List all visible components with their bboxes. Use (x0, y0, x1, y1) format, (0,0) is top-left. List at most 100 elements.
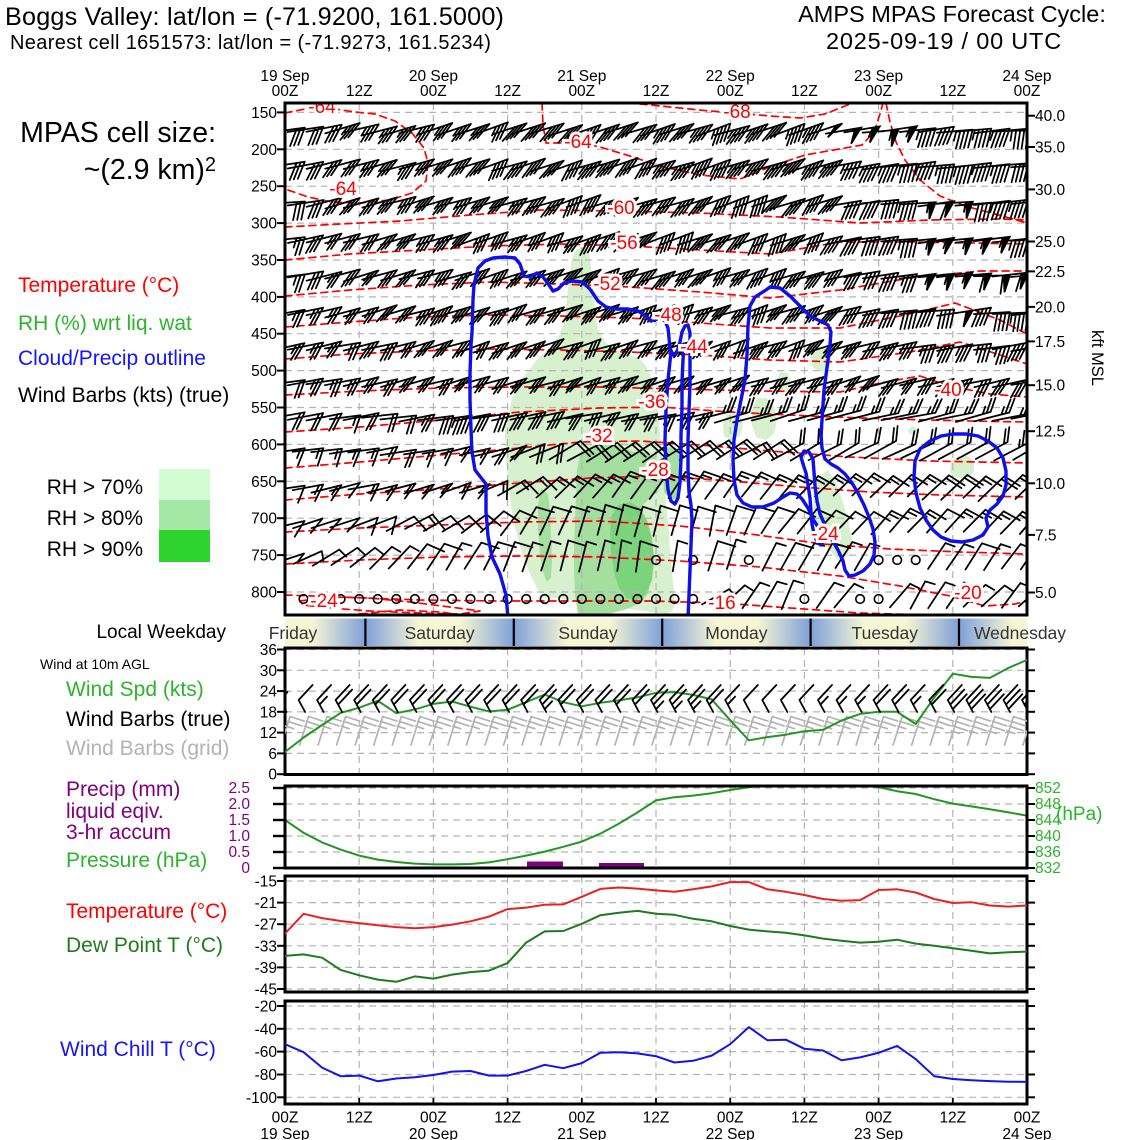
svg-text:30.0: 30.0 (1035, 182, 1066, 199)
svg-text:-40: -40 (255, 1021, 278, 1038)
svg-text:00Z: 00Z (717, 83, 744, 100)
svg-text:852: 852 (1035, 780, 1061, 797)
svg-text:600: 600 (251, 437, 277, 454)
svg-text:-32: -32 (585, 426, 612, 447)
svg-text:-16: -16 (708, 593, 735, 614)
svg-text:30: 30 (260, 663, 278, 680)
svg-text:1.0: 1.0 (228, 828, 250, 845)
svg-text:7.5: 7.5 (1035, 527, 1057, 544)
svg-text:18: 18 (260, 704, 277, 721)
svg-text:Monday: Monday (705, 623, 768, 643)
svg-text:Wind Chill T (°C): Wind Chill T (°C) (60, 1038, 216, 1061)
svg-text:-15: -15 (255, 874, 277, 891)
svg-text:-64: -64 (329, 179, 357, 200)
svg-text:RH (%) wrt liq. wat: RH (%) wrt liq. wat (18, 312, 192, 335)
svg-text:19 Sep: 19 Sep (260, 1126, 309, 1140)
svg-text:00Z: 00Z (272, 83, 299, 100)
svg-text:20.0: 20.0 (1035, 299, 1066, 316)
svg-text:Wind Barbs (kts) (true): Wind Barbs (kts) (true) (18, 384, 229, 407)
svg-text:23 Sep: 23 Sep (854, 1126, 903, 1140)
svg-text:-64: -64 (308, 97, 336, 118)
svg-text:20 Sep: 20 Sep (409, 68, 458, 85)
svg-text:20 Sep: 20 Sep (409, 1126, 458, 1140)
svg-text:-36: -36 (638, 392, 665, 413)
svg-text:40.0: 40.0 (1035, 108, 1066, 125)
svg-text:12Z: 12Z (494, 1110, 521, 1127)
svg-text:-100: -100 (246, 1090, 277, 1107)
svg-text:Sunday: Sunday (558, 623, 618, 643)
svg-text:00Z: 00Z (420, 83, 447, 100)
svg-text:00Z: 00Z (272, 1110, 299, 1127)
svg-text:0.5: 0.5 (228, 844, 250, 861)
svg-text:2025-09-19 / 00 UTC: 2025-09-19 / 00 UTC (826, 28, 1062, 54)
svg-text:-40: -40 (934, 380, 961, 401)
svg-text:-24: -24 (811, 524, 839, 545)
svg-text:350: 350 (251, 252, 277, 269)
svg-text:24 Sep: 24 Sep (1002, 1126, 1051, 1140)
svg-text:00Z: 00Z (717, 1110, 744, 1127)
svg-text:-52: -52 (593, 274, 620, 295)
svg-text:-33: -33 (255, 938, 277, 955)
svg-text:836: 836 (1035, 844, 1061, 861)
svg-text:-60: -60 (255, 1044, 278, 1061)
svg-text:15.0: 15.0 (1035, 378, 1066, 395)
svg-text:00Z: 00Z (865, 1110, 892, 1127)
svg-text:-64: -64 (564, 132, 592, 153)
svg-text:Saturday: Saturday (405, 623, 475, 643)
svg-text:MPAS cell size:: MPAS cell size: (20, 117, 216, 149)
svg-text:5.0: 5.0 (1035, 585, 1057, 602)
svg-text:00Z: 00Z (1014, 83, 1041, 100)
svg-text:500: 500 (251, 363, 277, 380)
svg-text:19 Sep: 19 Sep (260, 68, 309, 85)
svg-text:-44: -44 (680, 337, 708, 358)
svg-text:AMPS MPAS Forecast Cycle:: AMPS MPAS Forecast Cycle: (798, 1, 1106, 27)
svg-text:12: 12 (260, 725, 277, 742)
svg-text:-21: -21 (255, 895, 277, 912)
svg-text:-39: -39 (255, 960, 277, 977)
svg-text:2.0: 2.0 (228, 796, 250, 813)
svg-text:22 Sep: 22 Sep (706, 68, 755, 85)
svg-text:00Z: 00Z (420, 1110, 447, 1127)
svg-text:RH > 70%: RH > 70% (47, 476, 143, 499)
svg-text:832: 832 (1035, 860, 1061, 877)
svg-text:-20: -20 (954, 583, 981, 604)
svg-text:12Z: 12Z (346, 83, 373, 100)
svg-text:liquid eqiv.: liquid eqiv. (66, 800, 164, 823)
svg-text:RH > 90%: RH > 90% (47, 538, 143, 561)
svg-text:Local Weekday: Local Weekday (96, 622, 226, 643)
svg-text:21 Sep: 21 Sep (557, 1126, 606, 1140)
svg-text:200: 200 (251, 142, 277, 159)
svg-text:6: 6 (268, 746, 277, 763)
svg-text:650: 650 (251, 474, 277, 491)
svg-text:Friday: Friday (269, 623, 318, 643)
svg-text:Wind at 10m AGL: Wind at 10m AGL (40, 656, 150, 672)
svg-text:12Z: 12Z (643, 83, 670, 100)
svg-text:300: 300 (251, 216, 277, 233)
svg-text:00Z: 00Z (1014, 1110, 1041, 1127)
svg-text:25.0: 25.0 (1035, 234, 1066, 251)
svg-text:Pressure (hPa): Pressure (hPa) (66, 849, 207, 872)
svg-text:-45: -45 (255, 982, 277, 999)
svg-text:17.5: 17.5 (1035, 334, 1065, 351)
svg-text:Wind Spd (kts): Wind Spd (kts) (66, 678, 204, 701)
svg-text:22.5: 22.5 (1035, 264, 1065, 281)
svg-text:24 Sep: 24 Sep (1002, 68, 1051, 85)
svg-text:12Z: 12Z (939, 83, 966, 100)
svg-text:-20: -20 (255, 999, 278, 1016)
svg-text:Wednesday: Wednesday (974, 623, 1066, 643)
svg-text:550: 550 (251, 400, 277, 417)
svg-text:450: 450 (251, 326, 277, 343)
svg-text:12Z: 12Z (346, 1110, 373, 1127)
svg-text:12Z: 12Z (494, 83, 521, 100)
svg-text:Nearest cell 1651573: lat/lon: Nearest cell 1651573: lat/lon = (-71.927… (10, 32, 491, 54)
svg-text:(hPa): (hPa) (1056, 804, 1102, 825)
svg-text:0: 0 (241, 860, 250, 877)
svg-text:21 Sep: 21 Sep (557, 68, 606, 85)
svg-text:~(2.9 km)2: ~(2.9 km)2 (84, 154, 216, 186)
svg-text:00Z: 00Z (568, 83, 595, 100)
svg-text:12Z: 12Z (643, 1110, 670, 1127)
svg-text:-27: -27 (255, 917, 277, 934)
svg-text:00Z: 00Z (865, 83, 892, 100)
svg-text:-28: -28 (641, 460, 668, 481)
svg-text:12Z: 12Z (939, 1110, 966, 1127)
